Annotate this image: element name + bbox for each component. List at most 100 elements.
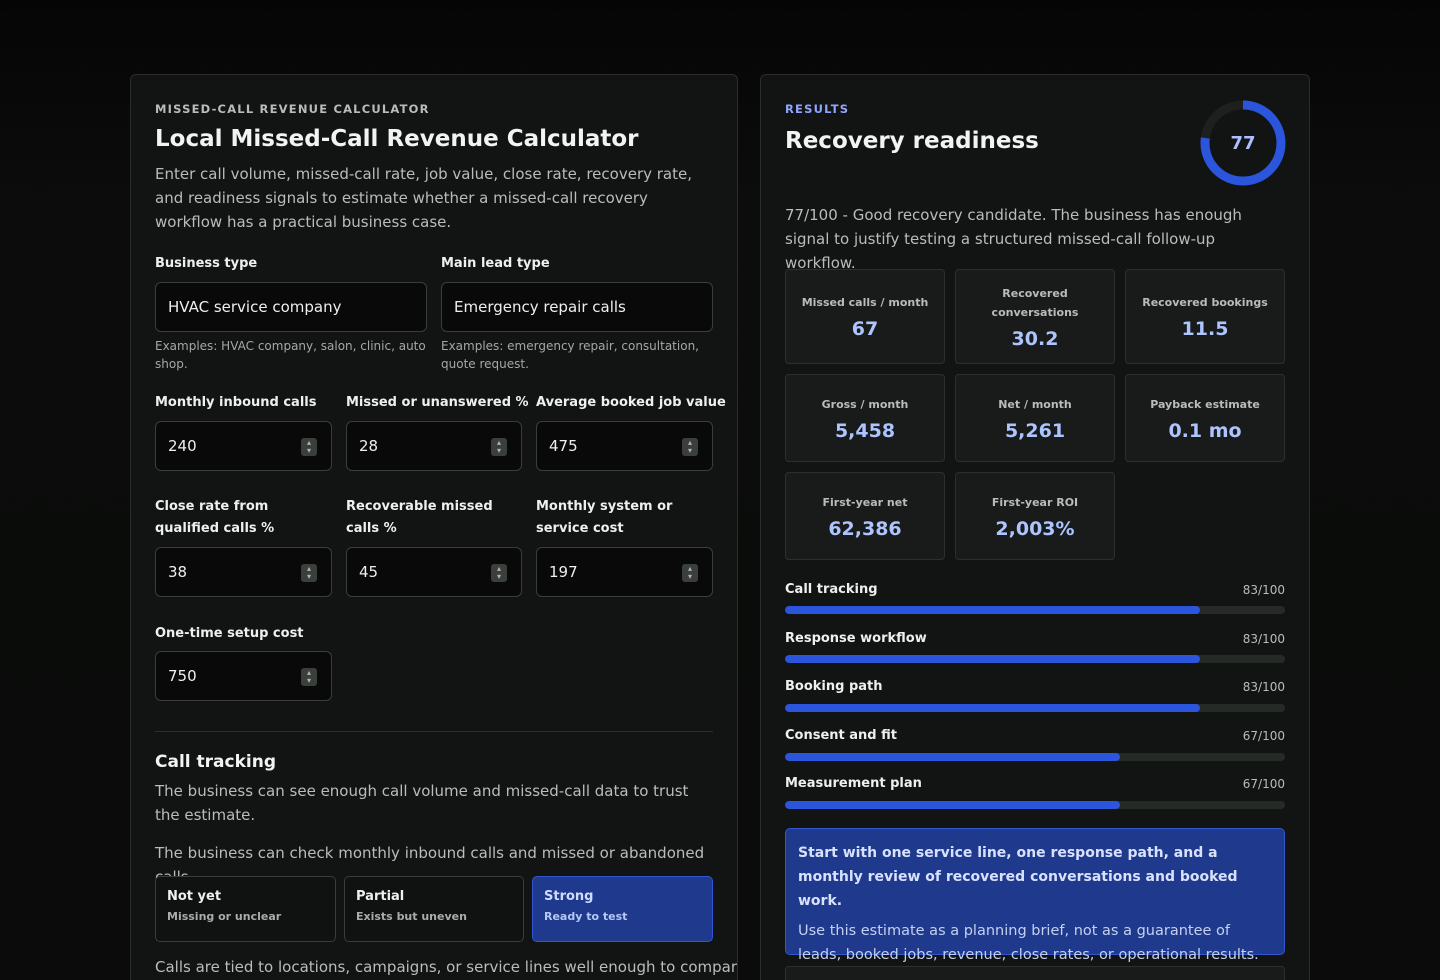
option-title: Partial: [356, 889, 405, 904]
bar-label-call-tracking: Call tracking: [785, 582, 878, 597]
bar-track-response-workflow: [785, 655, 1285, 663]
option-subtitle: Ready to test: [544, 910, 628, 923]
calculator-eyebrow: MISSED-CALL REVENUE CALCULATOR: [155, 102, 430, 116]
lead-type-value: Emergency repair calls: [454, 298, 626, 316]
bar-label-measurement-plan: Measurement plan: [785, 776, 922, 791]
readiness-score-value: 77: [1230, 132, 1256, 154]
option-subtitle: Exists but uneven: [356, 910, 467, 923]
metric-label: Payback estimate: [1150, 397, 1260, 411]
close-rate-label: Close rate from qualified calls %: [155, 499, 275, 536]
recoverable-input[interactable]: 45 ▴ ▾: [346, 547, 522, 597]
lead-type-label: Main lead type: [441, 256, 550, 271]
lead-type-hint: Examples: emergency repair, consultation…: [441, 339, 699, 371]
bar-track-call-tracking: [785, 606, 1285, 614]
bar-track-measurement-plan: [785, 801, 1285, 809]
option-title: Strong: [544, 889, 594, 904]
bar-track-consent-fit: [785, 753, 1285, 761]
setup-cost-input[interactable]: 750 ▴ ▾: [155, 651, 332, 701]
job-value-input[interactable]: 475 ▴ ▾: [536, 421, 713, 471]
metric-first-year-net: First-year net 62,386: [785, 472, 945, 560]
system-cost-value: 197: [549, 563, 578, 581]
results-title: Recovery readiness: [785, 128, 1039, 154]
metric-value: 30.2: [1011, 327, 1059, 350]
monthly-calls-input[interactable]: 240 ▴ ▾: [155, 421, 332, 471]
system-cost-label: Monthly system or service cost: [536, 499, 673, 536]
recoverable-value: 45: [359, 563, 379, 581]
callout-title: Start with one service line, one respons…: [798, 845, 1238, 909]
stepper-icon[interactable]: ▴ ▾: [682, 438, 698, 456]
stepper-icon[interactable]: ▴ ▾: [301, 668, 317, 686]
stepper-icon[interactable]: ▴ ▾: [301, 438, 317, 456]
calculator-panel: MISSED-CALL REVENUE CALCULATOR Local Mis…: [130, 74, 738, 980]
call-tracking-title: Call tracking: [155, 752, 276, 772]
metric-recovered-conversations: Recovered conversations 30.2: [955, 269, 1115, 364]
business-type-hint: Examples: HVAC company, salon, clinic, a…: [155, 339, 426, 371]
bar-score-consent-fit: 67/100: [1242, 729, 1285, 743]
job-value-label: Average booked job value: [536, 395, 726, 410]
bar-score-measurement-plan: 67/100: [1242, 777, 1285, 791]
metric-label: Recovered conversations: [991, 286, 1079, 319]
bar-fill-consent-fit: [785, 753, 1120, 761]
missed-pct-label: Missed or unanswered %: [346, 395, 529, 410]
monthly-calls-value: 240: [168, 437, 197, 455]
metric-value: 5,458: [834, 419, 896, 442]
metric-label: Net / month: [998, 397, 1072, 411]
close-rate-input[interactable]: 38 ▴ ▾: [155, 547, 332, 597]
metric-value: 2,003%: [995, 517, 1075, 540]
metric-label: Recovered bookings: [1142, 296, 1268, 309]
metric-net-month: Net / month 5,261: [955, 374, 1115, 462]
metric-first-year-roi: First-year ROI 2,003%: [955, 472, 1115, 560]
metric-value: 67: [851, 318, 879, 340]
bar-score-booking-path: 83/100: [1242, 680, 1285, 694]
results-panel: RESULTS Recovery readiness 77 77/100 - G…: [760, 74, 1310, 980]
readiness-score-ring: [1200, 100, 1286, 186]
metric-value: 62,386: [828, 517, 902, 540]
bar-fill-measurement-plan: [785, 801, 1120, 809]
missed-pct-value: 28: [359, 437, 379, 455]
metric-label: Gross / month: [821, 397, 909, 411]
calculator-intro: Enter call volume, missed-call rate, job…: [155, 165, 692, 231]
metric-label: First-year net: [822, 495, 908, 509]
option-subtitle: Missing or unclear: [167, 910, 282, 923]
business-type-label: Business type: [155, 256, 258, 271]
monthly-calls-label: Monthly inbound calls: [155, 395, 317, 410]
metric-missed-calls: Missed calls / month 67: [785, 269, 945, 364]
stepper-icon[interactable]: ▴ ▾: [301, 564, 317, 582]
option-title: Not yet: [167, 889, 222, 904]
missed-pct-input[interactable]: 28 ▴ ▾: [346, 421, 522, 471]
metric-label: First-year ROI: [991, 495, 1079, 509]
bar-fill-response-workflow: [785, 655, 1200, 663]
metric-gross-month: Gross / month 5,458: [785, 374, 945, 462]
metric-value: 11.5: [1181, 318, 1229, 340]
results-summary: 77/100 - Good recovery candidate. The bu…: [785, 206, 1242, 272]
bar-score-call-tracking: 83/100: [1242, 583, 1285, 597]
setup-cost-label: One-time setup cost: [155, 626, 304, 641]
lead-type-input[interactable]: Emergency repair calls: [441, 282, 713, 332]
recoverable-label: Recoverable missed calls %: [346, 499, 493, 536]
results-eyebrow: RESULTS: [785, 102, 850, 116]
business-type-input[interactable]: HVAC service company: [155, 282, 427, 332]
recommendation-callout: Start with one service line, one respons…: [785, 828, 1285, 963]
call-tracking-description: The business can see enough call volume …: [155, 782, 689, 824]
bar-label-booking-path: Booking path: [785, 679, 883, 694]
callout-body: Use this estimate as a planning brief, n…: [798, 923, 1259, 963]
metric-value: 0.1 mo: [1168, 419, 1242, 442]
option-partial[interactable]: Partial Exists but uneven: [344, 876, 524, 942]
job-value-value: 475: [549, 437, 578, 455]
call-tracking-question-2: Calls are tied to locations, campaigns, …: [155, 958, 738, 976]
stepper-icon[interactable]: ▴ ▾: [682, 564, 698, 582]
bar-fill-booking-path: [785, 704, 1200, 712]
close-rate-value: 38: [168, 563, 188, 581]
metric-label: Missed calls / month: [801, 296, 929, 309]
business-type-value: HVAC service company: [168, 298, 342, 316]
stepper-icon[interactable]: ▴ ▾: [491, 564, 507, 582]
option-not-yet[interactable]: Not yet Missing or unclear: [155, 876, 336, 942]
stepper-icon[interactable]: ▴ ▾: [491, 438, 507, 456]
next-card: [785, 966, 1285, 980]
system-cost-input[interactable]: 197 ▴ ▾: [536, 547, 713, 597]
bar-fill-call-tracking: [785, 606, 1200, 614]
page-title: Local Missed-Call Revenue Calculator: [155, 126, 639, 152]
bar-score-response-workflow: 83/100: [1242, 632, 1285, 646]
option-strong[interactable]: Strong Ready to test: [532, 876, 713, 942]
bar-label-response-workflow: Response workflow: [785, 631, 927, 646]
